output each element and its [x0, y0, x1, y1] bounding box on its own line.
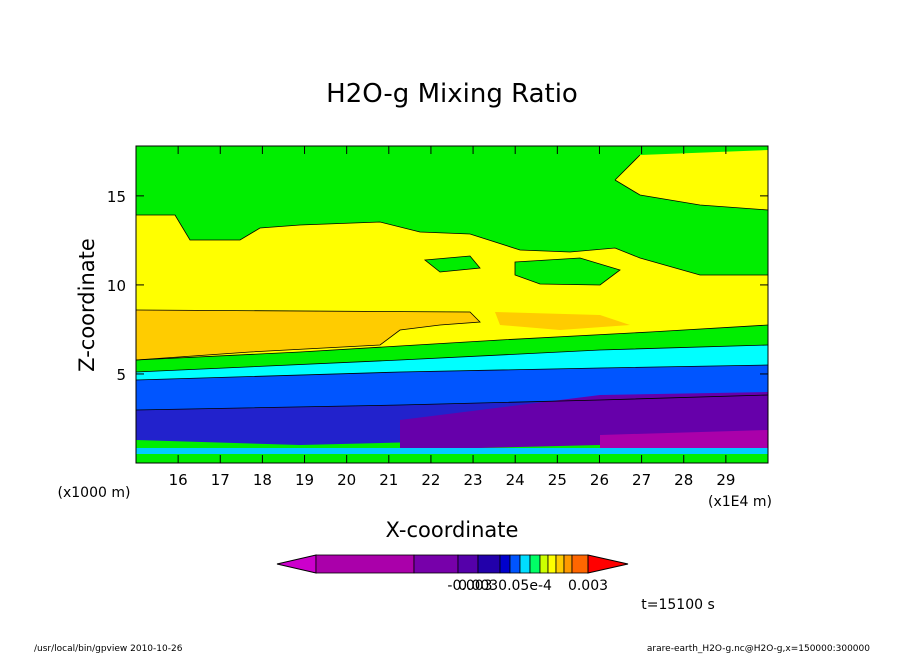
- colorbar-segment: [315, 554, 415, 574]
- x-tick-label: 19: [295, 471, 314, 489]
- contour-hole-green: [425, 256, 480, 272]
- chart-title: H2O-g Mixing Ratio: [326, 79, 578, 109]
- contour-field-orange: [136, 310, 480, 360]
- y-tick-marks: 5 10 15: [107, 188, 768, 384]
- contour-lines: [136, 154, 768, 411]
- x-tick-label: 18: [253, 471, 272, 489]
- x-tick-label: 17: [211, 471, 230, 489]
- x-tick-label: 24: [506, 471, 525, 489]
- x-tick-label: 20: [337, 471, 356, 489]
- colorbar-segment: [555, 554, 565, 574]
- colorbar-label-3: 0.003: [568, 578, 608, 594]
- path-label: /usr/local/bin/gpview 2010-10-26: [34, 644, 183, 654]
- x-unit-label: (x1E4 m): [708, 494, 772, 510]
- x-tick-label: 28: [674, 471, 693, 489]
- contour-hole-green-2: [515, 258, 620, 285]
- colorbar-segment: [499, 554, 511, 574]
- y-axis-label: Z-coordinate: [75, 238, 99, 372]
- x-axis-label: X-coordinate: [386, 518, 519, 542]
- y-tick-label: 5: [116, 366, 126, 384]
- y-unit-label: (x1000 m): [58, 485, 131, 501]
- colorbar-segment: [413, 554, 459, 574]
- colorbar-segment: [571, 554, 589, 574]
- source-label: arare-earth_H2O-g.nc@H2O-g,x=150000:3000…: [647, 644, 870, 654]
- colorbar-segment: [457, 554, 479, 574]
- colorbar-label-1: -0.003: [447, 578, 492, 594]
- contour-band-bottom-green: [136, 454, 768, 463]
- colorbar: [276, 554, 629, 574]
- contour-field-orange-2: [495, 312, 630, 330]
- contour-field-yellow-upper: [615, 150, 768, 210]
- x-tick-label: 22: [421, 471, 440, 489]
- x-tick-label: 23: [464, 471, 483, 489]
- colorbar-arrow-left: [276, 554, 317, 574]
- colorbar-arrow-right: [587, 554, 629, 574]
- y-tick-label: 10: [107, 277, 126, 295]
- plot-frame: [135, 145, 769, 464]
- x-tick-label: 27: [632, 471, 651, 489]
- contour-band-cyan: [136, 345, 768, 380]
- colorbar-label-2: 0.0030.05e-4: [458, 578, 552, 594]
- colorbar-segment: [529, 554, 541, 574]
- colorbar-segment: [547, 554, 557, 574]
- contour-band-bottom-cyan: [136, 448, 768, 454]
- x-tick-label: 21: [379, 471, 398, 489]
- contour-band-green-low: [136, 325, 768, 372]
- time-label: t=15100 s: [641, 597, 715, 613]
- contour-band-magenta: [600, 430, 768, 452]
- x-tick-marks: 16 17 18 19 20 21 22 23 24 25 26 27 28 29: [169, 146, 735, 489]
- x-tick-label: 26: [590, 471, 609, 489]
- x-tick-label: 25: [548, 471, 567, 489]
- y-tick-label: 15: [107, 188, 126, 206]
- colorbar-segment: [539, 554, 549, 574]
- colorbar-segment: [477, 554, 501, 574]
- colorbar-segment: [519, 554, 531, 574]
- x-tick-label: 16: [169, 471, 188, 489]
- x-tick-label: 29: [716, 471, 735, 489]
- colorbar-segment: [563, 554, 573, 574]
- colorbar-segment: [509, 554, 521, 574]
- plot-area: 16 17 18 19 20 21 22 23 24 25 26 27 28 29 5 10 15: [107, 145, 769, 489]
